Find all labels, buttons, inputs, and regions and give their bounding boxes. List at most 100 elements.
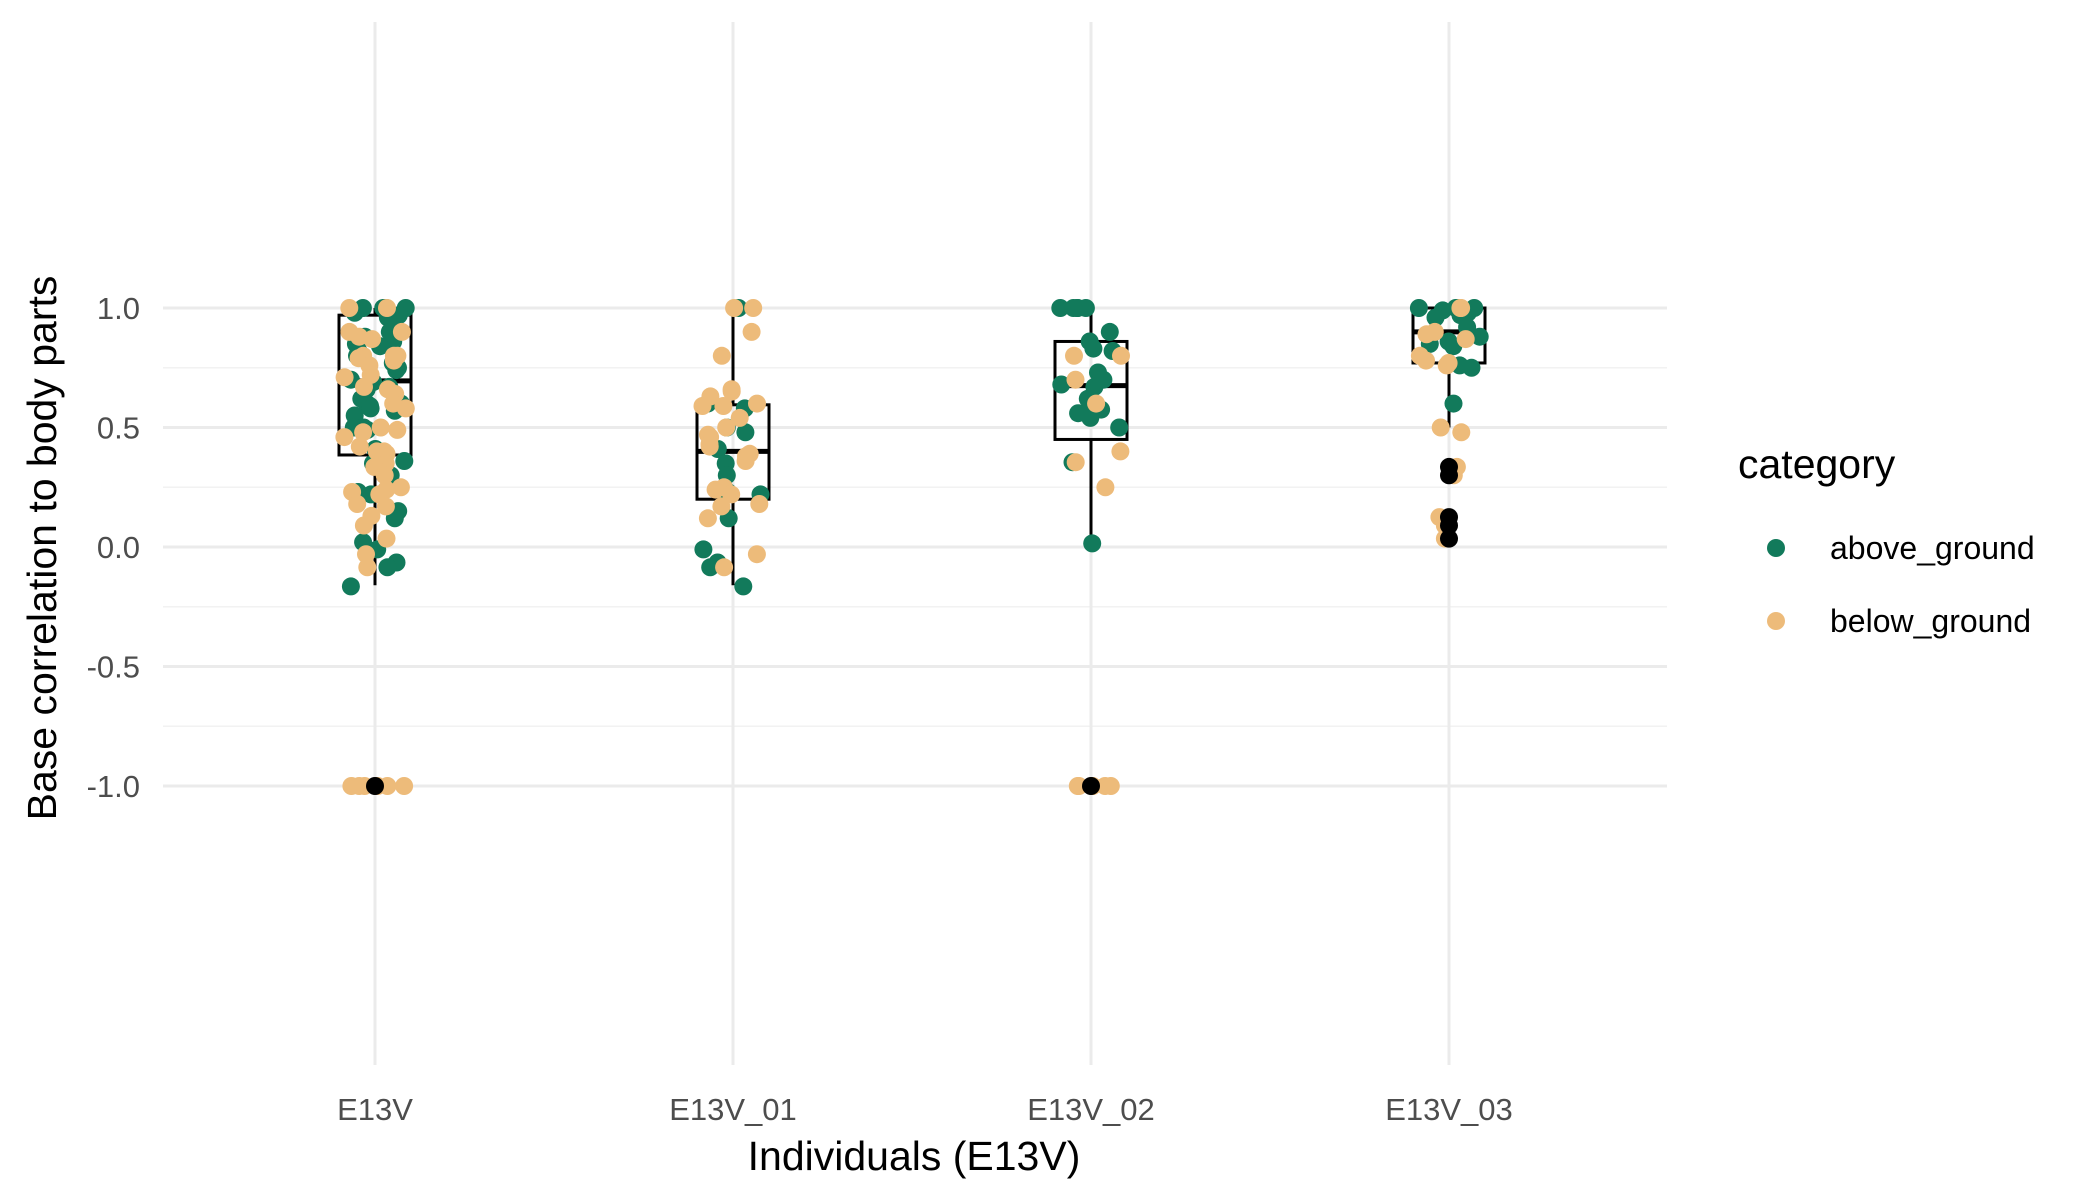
point-above-ground-e13v-03 xyxy=(1426,308,1445,327)
point-below-ground-e13v-03 xyxy=(1456,330,1475,349)
point-below-ground-e13v xyxy=(388,420,407,439)
point-below-ground-e13v-01 xyxy=(748,394,766,413)
legend-swatch-below-ground xyxy=(1767,612,1785,630)
axes: -1.0 -0.5 0.0 0.5 1.0 E13V E13V_01 E13V_02 E13V_… xyxy=(87,291,1513,1127)
point-above-ground-e13v-01 xyxy=(734,577,753,596)
point-below-ground-e13v-03 xyxy=(1431,418,1450,437)
point-above-ground-e13v xyxy=(341,577,360,596)
y-tick-label: 1.0 xyxy=(97,291,140,326)
point-below-ground-e13v xyxy=(348,495,367,513)
point-below-ground-e13v-03 xyxy=(1437,356,1456,375)
point-above-ground-e13v-02 xyxy=(1083,534,1102,553)
y-tick-label: 0.5 xyxy=(97,411,140,446)
point-below-ground-e13v-01 xyxy=(750,495,769,513)
point-above-ground-e13v-01 xyxy=(736,423,755,442)
legend-title: category xyxy=(1738,441,1896,487)
point-below-ground-e13v-01 xyxy=(722,485,741,504)
y-tick-label: -1.0 xyxy=(87,769,140,804)
point-above-ground-e13v-02 xyxy=(1052,375,1071,394)
point-below-ground-e13v-02 xyxy=(1096,478,1115,497)
legend-label-below-ground: below_ground xyxy=(1830,603,2031,639)
point-below-ground-e13v-01 xyxy=(712,346,731,365)
point-above-ground-e13v-02 xyxy=(1064,299,1083,317)
point-below-ground-e13v xyxy=(335,368,354,387)
point-above-ground-e13v-03 xyxy=(1444,394,1463,413)
point-below-ground-e13v xyxy=(378,777,397,795)
point-above-ground-e13v-03 xyxy=(1462,358,1481,377)
x-tick-label: E13V xyxy=(337,1092,413,1127)
point-below-ground-e13v xyxy=(355,377,373,396)
outlier-point-e13v-02 xyxy=(1082,777,1100,795)
point-below-ground-e13v-02 xyxy=(1066,370,1085,389)
point-below-ground-e13v-01 xyxy=(706,480,725,499)
point-below-ground-e13v-02 xyxy=(1068,777,1087,795)
point-below-ground-e13v-03 xyxy=(1417,351,1435,370)
outlier-point-e13v-03 xyxy=(1440,529,1458,548)
point-below-ground-e13v-01 xyxy=(742,322,761,341)
point-below-ground-e13v-01 xyxy=(730,408,749,427)
legend: category above_ground below_ground xyxy=(1738,441,2035,639)
point-below-ground-e13v xyxy=(354,516,373,535)
point-below-ground-e13v xyxy=(384,351,403,370)
x-tick-label: E13V_03 xyxy=(1385,1092,1513,1127)
point-below-ground-e13v-03 xyxy=(1452,423,1471,442)
point-above-ground-e13v-01 xyxy=(701,558,720,577)
point-below-ground-e13v xyxy=(396,399,415,418)
point-above-ground-e13v-02 xyxy=(1051,299,1070,317)
point-below-ground-e13v-02 xyxy=(1112,346,1130,365)
point-below-ground-e13v-03 xyxy=(1451,299,1470,317)
point-above-ground-e13v xyxy=(361,399,380,418)
point-above-ground-e13v-02 xyxy=(1081,408,1100,427)
point-below-ground-e13v-01 xyxy=(717,418,736,437)
point-below-ground-e13v xyxy=(392,322,411,341)
point-below-ground-e13v-02 xyxy=(1066,453,1085,472)
point-below-ground-e13v-01 xyxy=(712,497,731,516)
x-axis-title: Individuals (E13V) xyxy=(748,1133,1081,1179)
point-above-ground-e13v xyxy=(378,558,397,577)
point-below-ground-e13v-03 xyxy=(1417,325,1436,344)
point-below-ground-e13v-01 xyxy=(698,509,717,528)
y-axis-title: Base correlation to body parts xyxy=(19,276,65,821)
point-below-ground-e13v-02 xyxy=(1096,777,1115,795)
point-below-ground-e13v-01 xyxy=(693,397,712,415)
boxplots xyxy=(337,306,1487,586)
point-below-ground-e13v xyxy=(354,423,373,442)
point-below-ground-e13v xyxy=(378,299,396,317)
point-above-ground-e13v-02 xyxy=(1084,339,1103,358)
point-above-ground-e13v-02 xyxy=(1110,418,1129,437)
point-below-ground-e13v xyxy=(376,497,395,516)
point-below-ground-e13v-01 xyxy=(747,545,766,564)
point-below-ground-e13v-01 xyxy=(744,299,763,317)
point-below-ground-e13v xyxy=(342,777,361,795)
data-points xyxy=(335,299,1489,795)
point-below-ground-e13v xyxy=(335,428,354,447)
x-tick-label: E13V_01 xyxy=(669,1092,797,1127)
outlier-point-e13v-03 xyxy=(1440,516,1458,535)
point-below-ground-e13v xyxy=(371,418,390,437)
point-below-ground-e13v xyxy=(357,545,375,564)
point-below-ground-e13v-02 xyxy=(1065,346,1083,365)
point-below-ground-e13v-02 xyxy=(1087,394,1106,413)
outlier-point-e13v xyxy=(366,777,384,795)
point-above-ground-e13v xyxy=(395,452,414,470)
point-below-ground-e13v-01 xyxy=(700,437,719,456)
legend-label-above-ground: above_ground xyxy=(1830,530,2035,566)
point-above-ground-e13v-01 xyxy=(694,540,713,559)
point-below-ground-e13v xyxy=(375,466,394,485)
point-below-ground-e13v xyxy=(391,478,410,497)
point-below-ground-e13v-02 xyxy=(1111,442,1130,461)
point-above-ground-e13v-02 xyxy=(1076,299,1095,317)
point-below-ground-e13v-01 xyxy=(714,397,733,415)
point-below-ground-e13v-01 xyxy=(736,452,755,470)
y-tick-label: -0.5 xyxy=(87,650,140,685)
y-tick-label: 0.0 xyxy=(97,530,140,565)
outlier-point-e13v-03 xyxy=(1440,466,1458,485)
point-below-ground-e13v-01 xyxy=(725,299,744,317)
point-below-ground-e13v xyxy=(340,299,359,317)
point-below-ground-e13v xyxy=(377,529,396,548)
legend-swatch-above-ground xyxy=(1767,539,1785,557)
point-below-ground-e13v xyxy=(358,558,377,577)
point-above-ground-e13v-02 xyxy=(1100,322,1119,341)
point-below-ground-e13v-01 xyxy=(722,382,741,401)
